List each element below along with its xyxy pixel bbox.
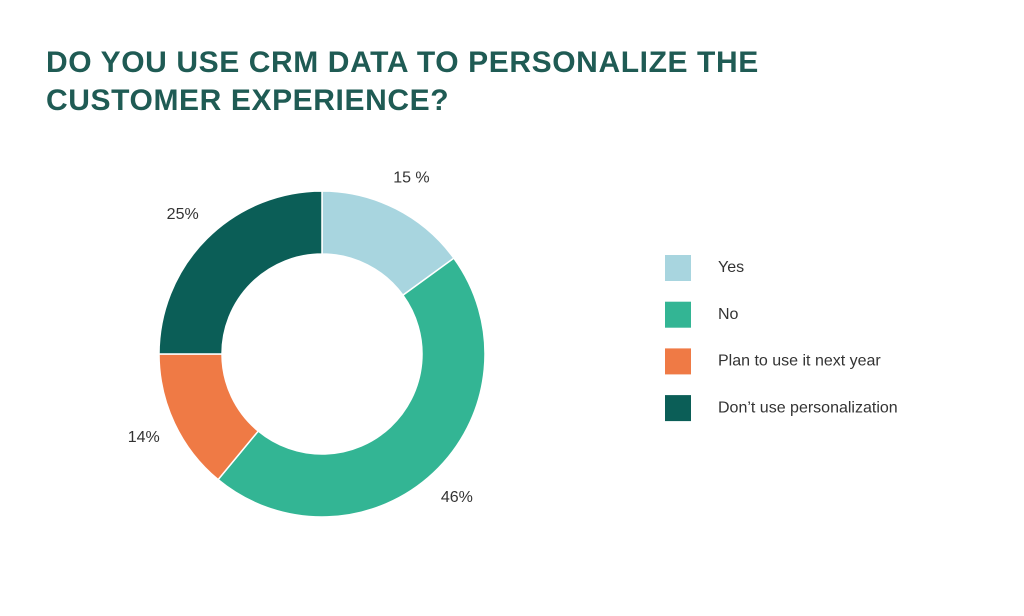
legend-swatch bbox=[665, 348, 691, 375]
legend-swatch bbox=[665, 301, 691, 328]
chart-title: DO YOU USE CRM DATA TO PERSONALIZE THE C… bbox=[46, 46, 759, 117]
data-label: 25% bbox=[167, 206, 199, 223]
legend-swatch bbox=[665, 395, 691, 422]
donut-slice bbox=[217, 257, 486, 518]
donut-slice bbox=[158, 190, 323, 355]
legend-label: No bbox=[718, 306, 739, 323]
legend-swatch bbox=[665, 255, 691, 281]
legend-label: Don’t use personalization bbox=[718, 399, 898, 416]
legend-label: Yes bbox=[718, 259, 744, 276]
legend-label: Plan to use it next year bbox=[718, 353, 881, 370]
data-label: 46% bbox=[441, 489, 473, 506]
data-label: 14% bbox=[128, 429, 160, 446]
data-label: 15 % bbox=[393, 170, 429, 187]
